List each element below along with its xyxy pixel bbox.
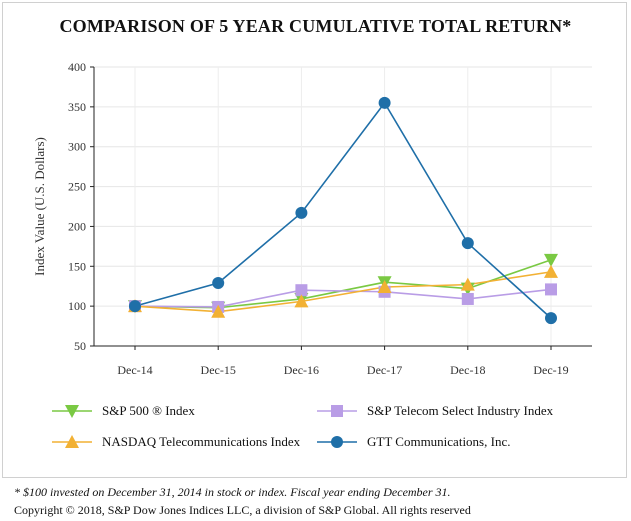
legend-marker <box>331 436 343 448</box>
x-tick-label: Dec-16 <box>284 363 319 377</box>
y-tick-label: 400 <box>68 60 86 74</box>
data-point-gtt-communications-inc <box>129 300 141 313</box>
footnote: * $100 invested on December 31, 2014 in … <box>14 485 451 499</box>
data-point-nasdaq-telecommunications-index <box>460 277 475 291</box>
legend: S&P 500 ® Index S&P Telecom Select Indust… <box>52 403 554 449</box>
data-point-s-p-telecom-select-industry-index <box>461 292 474 305</box>
data-point-nasdaq-telecommunications-index <box>294 294 309 308</box>
y-axis-label: Index Value (U.S. Dollars) <box>32 137 47 276</box>
copyright: Copyright © 2018, S&P Dow Jones Indices … <box>14 503 471 517</box>
series-line-gtt-communications-inc <box>134 101 552 319</box>
y-tick-label: 50 <box>74 339 86 353</box>
series-line-s-p-telecom-select-industry-index <box>134 288 552 308</box>
data-point-s-p-telecom-select-industry-index <box>545 283 557 296</box>
data-point-nasdaq-telecommunications-index <box>544 264 558 278</box>
x-tick-label: Dec-15 <box>201 363 236 377</box>
data-point-s-p-500-index <box>544 253 558 267</box>
legend-label: S&P Telecom Select Industry Index <box>367 403 554 418</box>
series-line-nasdaq-telecommunications-index <box>134 271 552 313</box>
x-axis: Dec-14 Dec-15 Dec-16 Dec-17 Dec-18 Dec-19 <box>117 346 569 377</box>
data-point-gtt-communications-inc <box>378 96 391 109</box>
y-tick-label: 350 <box>68 100 86 114</box>
legend-marker <box>65 435 79 448</box>
x-tick-label: Dec-18 <box>450 363 485 377</box>
series-group <box>128 96 558 325</box>
x-tick-label: Dec-17 <box>367 363 402 377</box>
y-tick-label: 250 <box>68 180 86 194</box>
legend-label: NASDAQ Telecommunications Index <box>102 434 301 449</box>
data-point-nasdaq-telecommunications-index <box>377 280 392 294</box>
chart-frame <box>2 2 627 478</box>
data-point-nasdaq-telecommunications-index <box>211 304 226 318</box>
legend-label: S&P 500 ® Index <box>102 403 195 418</box>
data-point-gtt-communications-inc <box>461 237 474 250</box>
grid <box>93 66 592 347</box>
data-point-gtt-communications-inc <box>295 206 308 219</box>
data-point-gtt-communications-inc <box>545 312 557 325</box>
x-tick-label: Dec-19 <box>533 363 568 377</box>
legend-marker <box>65 405 79 418</box>
data-point-s-p-telecom-select-industry-index <box>295 284 308 297</box>
legend-marker <box>331 405 343 417</box>
series-line-s-p-500-index <box>134 259 552 309</box>
data-point-gtt-communications-inc <box>212 277 225 290</box>
y-tick-label: 200 <box>68 219 86 233</box>
chart-title: COMPARISON OF 5 YEAR CUMULATIVE TOTAL RE… <box>59 16 572 36</box>
legend-label: GTT Communications, Inc. <box>367 434 510 449</box>
x-tick-label: Dec-14 <box>117 363 152 377</box>
y-axis: 50 100 150 200 250 300 350 400 <box>68 60 94 353</box>
y-tick-label: 100 <box>68 299 86 313</box>
y-tick-label: 150 <box>68 259 86 273</box>
y-tick-label: 300 <box>68 140 86 154</box>
